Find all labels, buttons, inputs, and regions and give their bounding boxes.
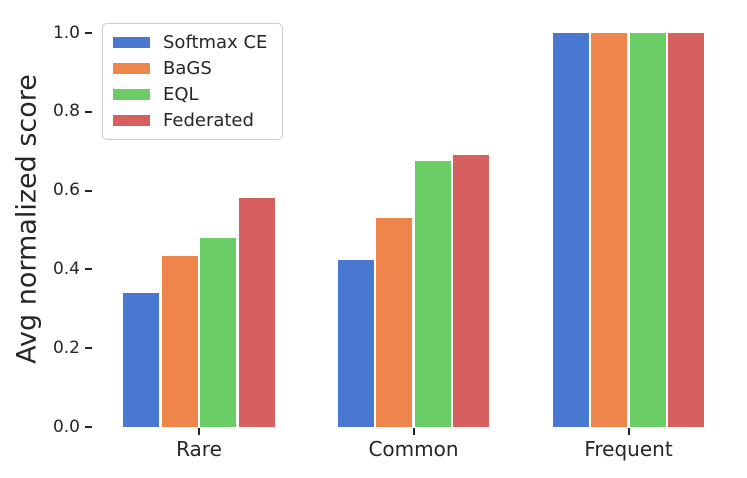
y-tick-mark <box>85 110 92 113</box>
legend-swatch-bags <box>113 62 150 74</box>
y-tick-label-0.8: 0.8 <box>52 101 80 122</box>
bar-eql-common <box>414 161 451 427</box>
bar-eql-frequent <box>629 33 666 427</box>
y-tick-mark <box>85 32 92 34</box>
legend-label-softmax-ce: Softmax CE <box>163 31 268 53</box>
legend-item-eql: EQL <box>113 84 272 105</box>
legend-item-bags: BaGS <box>113 58 272 79</box>
x-tick-mark <box>412 428 415 435</box>
x-tick-label-rare: Rare <box>176 437 222 461</box>
x-tick-label-frequent: Frequent <box>584 437 673 461</box>
legend-item-softmax-ce: Softmax CE <box>113 32 272 53</box>
bar-federated-rare <box>238 198 275 427</box>
legend-swatch-eql <box>113 89 150 101</box>
legend-swatch-softmax-ce <box>113 36 150 48</box>
bar-eql-rare <box>200 237 237 427</box>
y-tick-mark <box>85 268 92 271</box>
bar-federated-common <box>453 155 490 427</box>
y-tick-mark <box>85 189 92 192</box>
y-tick-label-0.4: 0.4 <box>52 258 80 279</box>
bar-federated-frequent <box>668 33 705 427</box>
x-tick-mark <box>627 428 630 435</box>
y-tick-label-0.0: 0.0 <box>52 416 80 437</box>
legend-label-bags: BaGS <box>163 57 212 79</box>
bar-softmax-ce-rare <box>123 293 160 427</box>
y-tick-label-0.6: 0.6 <box>52 180 80 201</box>
x-tick-mark <box>198 428 200 435</box>
x-tick-label-common: Common <box>368 437 459 461</box>
bar-bags-rare <box>161 255 198 427</box>
legend-swatch-federated <box>113 115 150 127</box>
y-tick-mark <box>85 347 92 350</box>
bar-softmax-ce-common <box>337 259 374 427</box>
bar-softmax-ce-frequent <box>552 33 589 427</box>
y-tick-label-1.0: 1.0 <box>52 22 80 43</box>
legend-item-federated: Federated <box>113 110 272 131</box>
legend-label-federated: Federated <box>163 110 254 132</box>
bar-bags-frequent <box>591 33 628 427</box>
legend: Softmax CE BaGS EQL Federated <box>102 23 283 140</box>
y-tick-label-0.2: 0.2 <box>52 337 80 358</box>
bar-bags-common <box>376 218 413 427</box>
y-tick-mark <box>85 426 92 428</box>
legend-label-eql: EQL <box>163 84 199 106</box>
